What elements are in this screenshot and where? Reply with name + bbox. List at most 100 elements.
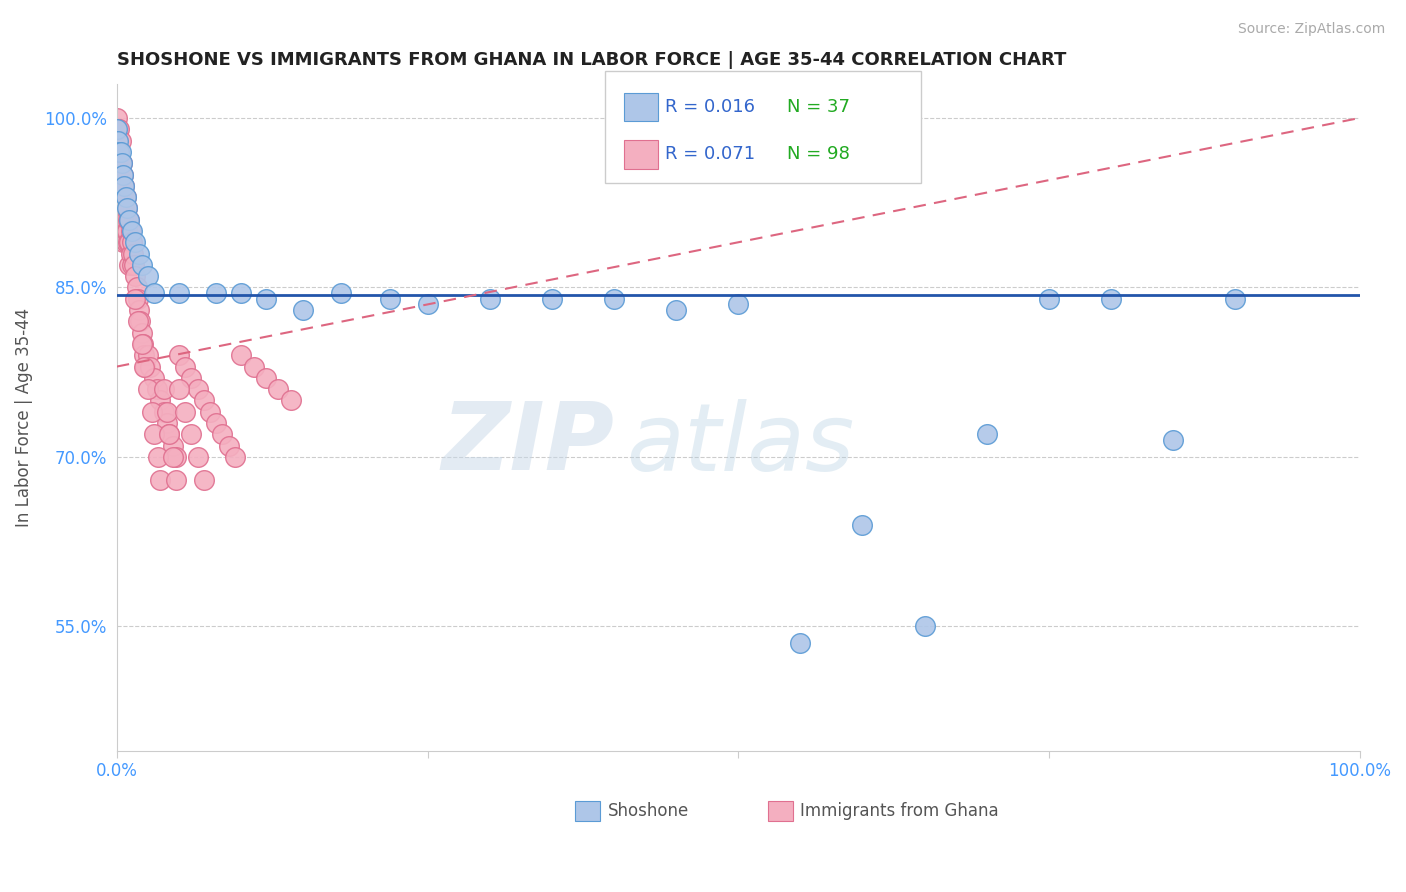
Point: [105, 122, 128, 136]
Point: [136, 348, 159, 362]
Point: [115, 202, 138, 216]
Point: [131, 258, 153, 272]
Point: [111, 202, 134, 216]
Point: [112, 168, 135, 182]
Point: [153, 405, 176, 419]
Point: [187, 382, 209, 396]
Point: [110, 224, 132, 238]
Point: [128, 246, 150, 260]
Point: [121, 224, 143, 238]
Point: [157, 427, 180, 442]
Point: [127, 292, 149, 306]
Point: [131, 326, 153, 340]
Point: [108, 212, 131, 227]
Point: [107, 156, 129, 170]
Point: [110, 145, 132, 159]
Text: Immigrants from Ghana: Immigrants from Ghana: [800, 802, 998, 821]
Point: [124, 235, 146, 250]
Point: [136, 269, 159, 284]
Point: [167, 348, 190, 362]
Point: [118, 212, 141, 227]
Point: [107, 134, 129, 148]
Point: [129, 314, 152, 328]
Text: atlas: atlas: [626, 399, 855, 490]
Point: [193, 393, 215, 408]
Point: [118, 258, 141, 272]
Point: [280, 393, 302, 408]
Point: [111, 178, 134, 193]
Point: [851, 517, 873, 532]
Point: [115, 202, 138, 216]
Point: [205, 416, 228, 430]
Point: [167, 382, 190, 396]
Point: [174, 359, 197, 374]
Point: [166, 450, 188, 464]
Point: [134, 359, 156, 374]
Point: [110, 178, 132, 193]
Point: [120, 246, 142, 260]
Point: [112, 168, 135, 182]
Point: [155, 405, 177, 419]
Point: [112, 202, 135, 216]
Point: [149, 393, 172, 408]
Point: [224, 450, 246, 464]
Point: [789, 636, 811, 650]
Text: N = 37: N = 37: [787, 98, 851, 116]
Point: [115, 224, 138, 238]
Point: [112, 212, 135, 227]
Point: [120, 224, 142, 238]
Point: [193, 473, 215, 487]
Point: [117, 235, 139, 250]
Point: [121, 258, 143, 272]
Point: [229, 348, 252, 362]
Point: [107, 145, 129, 159]
Point: [205, 286, 228, 301]
Point: [108, 168, 131, 182]
Point: [162, 439, 184, 453]
Point: [107, 202, 129, 216]
Point: [139, 359, 162, 374]
Point: [218, 439, 240, 453]
Point: [153, 382, 176, 396]
Point: [665, 303, 688, 318]
Point: [162, 450, 184, 464]
Point: [198, 405, 221, 419]
Point: [1038, 292, 1060, 306]
Point: [157, 427, 180, 442]
Point: [478, 292, 501, 306]
Point: [143, 427, 166, 442]
Text: Source: ZipAtlas.com: Source: ZipAtlas.com: [1237, 22, 1385, 37]
Point: [131, 337, 153, 351]
Point: [114, 235, 136, 250]
Point: [134, 359, 156, 374]
Point: [128, 303, 150, 318]
Point: [416, 297, 439, 311]
Y-axis label: In Labor Force | Age 35-44: In Labor Force | Age 35-44: [15, 308, 32, 527]
Point: [107, 178, 129, 193]
Point: [105, 145, 128, 159]
Point: [540, 292, 562, 306]
Point: [110, 202, 132, 216]
Point: [976, 427, 998, 442]
Point: [107, 122, 129, 136]
Point: [117, 212, 139, 227]
Point: [141, 405, 163, 419]
Text: R = 0.016: R = 0.016: [665, 98, 755, 116]
Point: [112, 178, 135, 193]
Point: [292, 303, 315, 318]
Point: [108, 190, 131, 204]
Point: [111, 224, 134, 238]
Text: Shoshone: Shoshone: [607, 802, 689, 821]
Point: [146, 450, 169, 464]
Point: [380, 292, 402, 306]
Point: [122, 246, 145, 260]
Point: [166, 473, 188, 487]
Point: [125, 280, 148, 294]
FancyBboxPatch shape: [575, 801, 600, 822]
Point: [127, 314, 149, 328]
Point: [211, 427, 233, 442]
Text: ZIP: ZIP: [441, 398, 614, 490]
Point: [149, 473, 172, 487]
Point: [267, 382, 290, 396]
Point: [174, 405, 197, 419]
